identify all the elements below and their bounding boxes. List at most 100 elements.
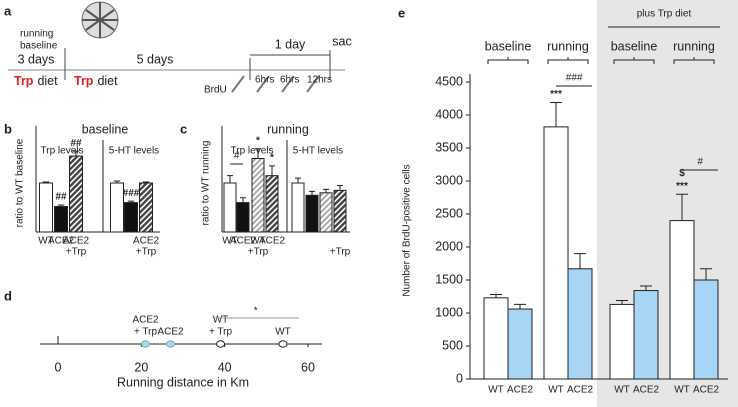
group-brace (487, 57, 529, 64)
y-axis-title: ratio to WT running (201, 141, 212, 226)
chart-title: running (267, 122, 309, 136)
bar (669, 220, 695, 380)
x-tick-label: WT (488, 385, 504, 396)
x-axis-title: Running distance in Km (117, 375, 249, 389)
group-label: 5-HT levels (293, 146, 343, 157)
interval-label: 12hrs (307, 75, 332, 86)
bar (333, 189, 347, 233)
phase-label: 1 day (275, 37, 306, 51)
point (278, 340, 288, 348)
significance-label: ### (566, 73, 583, 84)
error-bar (700, 268, 712, 280)
diet-rest: diet (97, 74, 118, 88)
x-tick-label: WT (250, 236, 266, 247)
bar (39, 182, 53, 233)
diet-rest: diet (37, 74, 58, 88)
x-tick-label: WT (222, 236, 238, 247)
point (216, 340, 225, 348)
end-label: sac (332, 34, 351, 48)
y-tick-label: 500 (442, 338, 463, 352)
panel-label: a (4, 3, 12, 18)
bar (124, 202, 138, 233)
error-bar (616, 299, 628, 305)
group-label: running (547, 39, 589, 53)
point-label: ACE2 (157, 327, 184, 338)
bar (483, 297, 509, 380)
annotation: $ (679, 168, 685, 179)
bar (54, 206, 68, 233)
error-bar (269, 165, 275, 176)
phase-label: 5 days (137, 52, 174, 66)
syringes (231, 75, 320, 93)
point (166, 340, 175, 348)
y-tick-label: 3500 (435, 140, 463, 154)
error-bar (42, 181, 50, 183)
point-sublabel: + Trp (209, 327, 233, 338)
y-tick-label: 3000 (435, 173, 463, 187)
error-bar (574, 253, 586, 269)
error-bar (113, 180, 121, 183)
y-tick-label: 1500 (435, 272, 463, 286)
error-bar (514, 303, 526, 310)
point-label: WT (275, 327, 291, 338)
annotation: ## (55, 192, 67, 203)
error-bar (227, 175, 233, 183)
bar (265, 175, 279, 233)
y-tick-label: 4500 (435, 74, 463, 88)
x-tick-label: WT (548, 385, 564, 396)
significance-label: # (697, 157, 703, 168)
bar (251, 158, 265, 233)
point-label: WT (213, 315, 229, 326)
x-tick-sublabel: +Trp (330, 247, 351, 258)
error-bar (57, 204, 65, 207)
x-tick-label: ACE2 (230, 236, 257, 247)
bar (543, 126, 569, 380)
x-tick-label: ACE2 (633, 385, 660, 396)
x-tick-label: WT (674, 385, 690, 396)
error-bar (550, 101, 562, 127)
annotation: * (270, 152, 274, 163)
chart-title: baseline (82, 122, 129, 136)
error-bar (337, 184, 343, 191)
group-label: Trp levels (41, 146, 84, 157)
x-tick-label: ACE2 (259, 236, 286, 247)
x-tick-label: ACE2 (507, 385, 534, 396)
error-bar (676, 193, 688, 221)
significance-label: * (254, 306, 258, 317)
point (141, 340, 150, 348)
interval-label: 6hrs (280, 75, 299, 86)
x-tick-label: 20 (134, 360, 148, 374)
phase-label: 3 days (18, 52, 55, 66)
timeline: a running baseline 3 days 5 days 1 day s… (4, 1, 352, 96)
x-tick-label: ACE2 (567, 385, 594, 396)
x-tick-sublabel: +Trp (248, 247, 269, 258)
y-axis-title: ratio to WT baseline (15, 138, 26, 227)
injection-label: BrdU (204, 85, 227, 96)
x-tick-sublabel: +Trp (136, 247, 157, 258)
x-tick-label: 0 (55, 360, 62, 374)
supergroup-label: plus Trp diet (637, 9, 692, 20)
bar (110, 182, 124, 233)
error-bar (255, 148, 261, 159)
annotation: ### (123, 188, 140, 199)
y-tick-label: 2000 (435, 239, 463, 253)
group-brace (547, 57, 589, 64)
panel-label: d (4, 288, 12, 303)
x-tick-label: WT (38, 236, 54, 247)
error-bar (127, 200, 135, 203)
bar (139, 182, 153, 233)
bar (319, 192, 333, 233)
group-brace (673, 57, 715, 64)
x-tick-label: 60 (301, 360, 315, 374)
bar (567, 268, 593, 380)
diet-word: Trp (14, 74, 34, 88)
error-bar (72, 150, 80, 157)
panel-label: b (4, 121, 12, 136)
point-label: ACE2 (132, 315, 159, 326)
bar (507, 308, 533, 380)
error-bar (240, 197, 246, 203)
panel-label: c (180, 121, 187, 136)
error-bar (142, 181, 150, 183)
